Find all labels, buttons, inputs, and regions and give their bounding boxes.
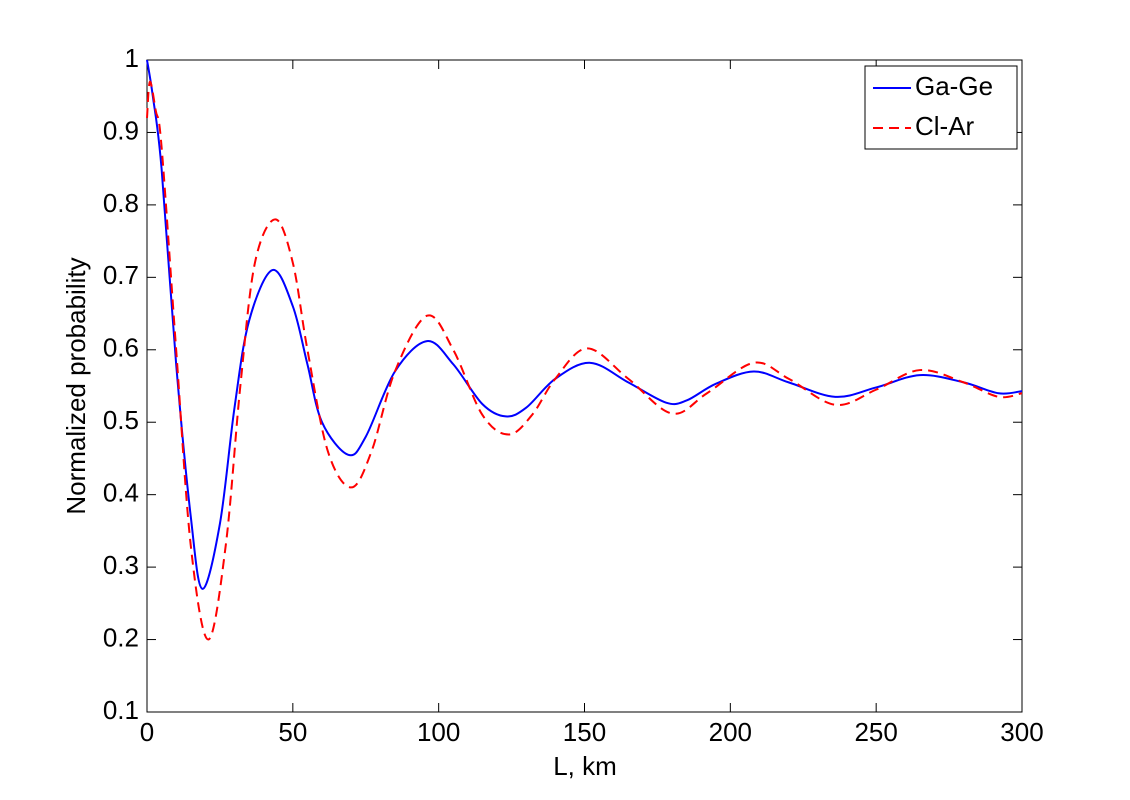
legend-label: Cl-Ar [915, 111, 975, 141]
line-series [146, 59, 1023, 590]
x-axis-label: L, km [553, 751, 617, 781]
y-tick-label: 1 [125, 43, 139, 73]
legend-label: Ga-Ge [915, 71, 993, 101]
x-tick-label: 50 [278, 717, 307, 747]
y-tick-label: 0.3 [103, 550, 139, 580]
y-tick-label: 0.4 [103, 478, 139, 508]
x-tick-label: 250 [854, 717, 897, 747]
y-tick-label: 0.7 [103, 260, 139, 290]
legend-box [864, 65, 1018, 150]
x-tick-label: 150 [563, 717, 606, 747]
x-tick-label: 0 [140, 717, 154, 747]
y-axis-label: Normalized probability [61, 257, 91, 514]
x-tick-label: 100 [417, 717, 460, 747]
y-tick-label: 0.8 [103, 188, 139, 218]
y-tick-label: 0.5 [103, 405, 139, 435]
plot-frame [146, 59, 1023, 713]
y-tick-label: 0.9 [103, 115, 139, 145]
x-tick-label: 200 [709, 717, 752, 747]
y-tick-label: 0.2 [103, 622, 139, 652]
line-series [146, 80, 1023, 641]
y-tick-label: 0.6 [103, 333, 139, 363]
y-tick-label: 0.1 [103, 695, 139, 725]
x-tick-label: 300 [1000, 717, 1043, 747]
